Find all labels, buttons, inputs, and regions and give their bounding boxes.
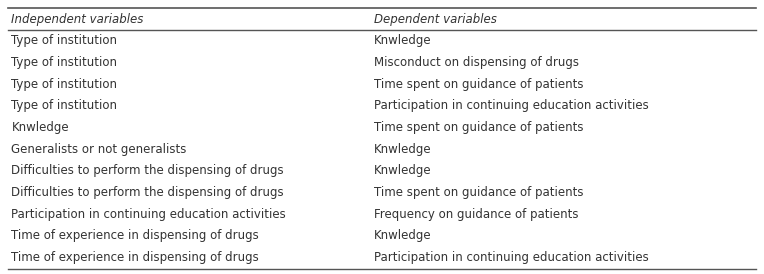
Text: Participation in continuing education activities: Participation in continuing education ac… xyxy=(374,99,649,112)
Text: Difficulties to perform the dispensing of drugs: Difficulties to perform the dispensing o… xyxy=(11,186,284,199)
Text: Knwledge: Knwledge xyxy=(374,164,432,177)
Text: Type of institution: Type of institution xyxy=(11,78,118,91)
Text: Time spent on guidance of patients: Time spent on guidance of patients xyxy=(374,121,584,134)
Text: Frequency on guidance of patients: Frequency on guidance of patients xyxy=(374,208,579,221)
Text: Difficulties to perform the dispensing of drugs: Difficulties to perform the dispensing o… xyxy=(11,164,284,177)
Text: Participation in continuing education activities: Participation in continuing education ac… xyxy=(11,208,286,221)
Text: Time of experience in dispensing of drugs: Time of experience in dispensing of drug… xyxy=(11,251,259,264)
Text: Knwledge: Knwledge xyxy=(11,121,69,134)
Text: Misconduct on dispensing of drugs: Misconduct on dispensing of drugs xyxy=(374,56,579,69)
Text: Type of institution: Type of institution xyxy=(11,99,118,112)
Text: Type of institution: Type of institution xyxy=(11,34,118,47)
Text: Independent variables: Independent variables xyxy=(11,13,144,25)
Text: Knwledge: Knwledge xyxy=(374,34,432,47)
Text: Knwledge: Knwledge xyxy=(374,230,432,242)
Text: Time spent on guidance of patients: Time spent on guidance of patients xyxy=(374,186,584,199)
Text: Participation in continuing education activities: Participation in continuing education ac… xyxy=(374,251,649,264)
Text: Time of experience in dispensing of drugs: Time of experience in dispensing of drug… xyxy=(11,230,259,242)
Text: Type of institution: Type of institution xyxy=(11,56,118,69)
Text: Dependent variables: Dependent variables xyxy=(374,13,497,25)
Text: Knwledge: Knwledge xyxy=(374,143,432,156)
Text: Generalists or not generalists: Generalists or not generalists xyxy=(11,143,187,156)
Text: Time spent on guidance of patients: Time spent on guidance of patients xyxy=(374,78,584,91)
